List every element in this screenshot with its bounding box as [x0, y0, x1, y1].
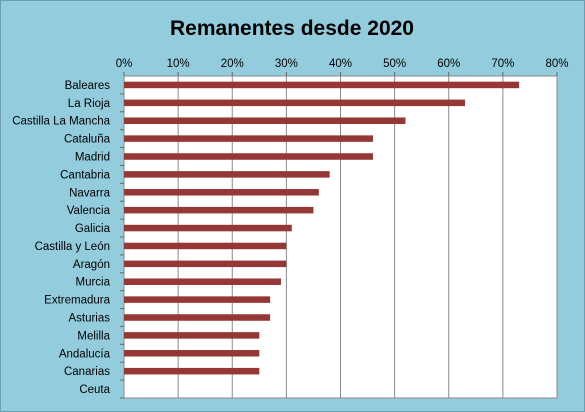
bar	[124, 189, 319, 196]
y-axis-categories: Baleares La Rioja Castilla La Mancha Catalu…	[12, 80, 124, 399]
category-label: Extremadura	[44, 295, 110, 307]
x-tick-label: 50%	[383, 58, 406, 70]
category-label: Castilla La Mancha	[12, 116, 110, 128]
bars	[124, 81, 520, 375]
category-label: Murcia	[75, 277, 110, 289]
category-label: La Rioja	[68, 98, 111, 110]
x-tick-label: 60%	[437, 58, 460, 70]
category-label: Baleares	[65, 80, 111, 92]
bar	[124, 314, 271, 321]
x-tick-label: 80%	[545, 58, 568, 70]
category-label: Madrid	[75, 152, 110, 164]
category-label: Castilla y León	[35, 241, 110, 253]
bar	[124, 224, 292, 232]
bar	[124, 367, 260, 375]
bar	[124, 81, 520, 89]
bar	[124, 117, 406, 124]
x-tick-label: 20%	[221, 58, 244, 70]
bar	[124, 350, 260, 357]
category-label: Valencia	[67, 205, 111, 217]
category-label: Asturias	[68, 313, 110, 325]
bar	[124, 135, 373, 142]
bar	[124, 296, 271, 303]
category-label: Aragón	[73, 259, 110, 271]
category-label: Navarra	[69, 187, 111, 199]
category-label: Andalucía	[59, 348, 111, 360]
x-tick-label: 40%	[329, 58, 352, 70]
x-tick-label: 30%	[275, 58, 298, 70]
category-label: Cantabria	[60, 169, 110, 181]
category-label: Canarias	[64, 366, 110, 378]
bar	[124, 332, 260, 339]
category-label: Cataluña	[64, 134, 111, 146]
category-label: Galicia	[75, 223, 111, 235]
bar	[124, 171, 330, 178]
category-label: Ceuta	[79, 384, 110, 396]
chart-title: Remanentes desde 2020	[170, 17, 414, 40]
x-axis-ticks: 0% 10% 20% 30% 40% 50% 60% 70% 80%	[116, 58, 569, 76]
x-tick-label: 0%	[116, 58, 133, 70]
category-label: Melilla	[77, 330, 110, 342]
bar	[124, 99, 465, 107]
bar	[124, 242, 287, 250]
bar	[124, 278, 281, 285]
bar	[124, 206, 314, 214]
x-tick-label: 70%	[491, 58, 514, 70]
bar	[124, 153, 373, 160]
x-tick-label: 10%	[167, 58, 190, 70]
bar	[124, 260, 287, 268]
gridlines	[123, 76, 558, 398]
